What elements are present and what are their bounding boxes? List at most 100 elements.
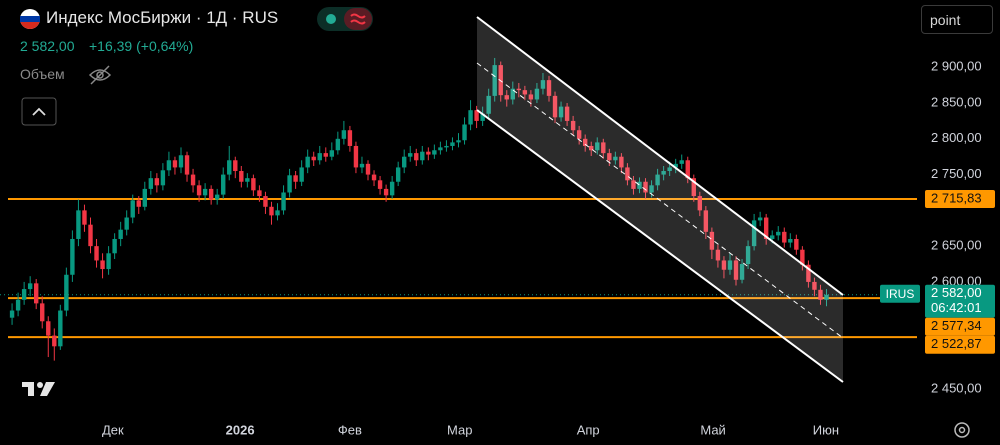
y-tick-label: 2 450,00: [931, 381, 982, 396]
candle-body: [40, 303, 45, 322]
candle-body: [480, 113, 485, 121]
candle-body: [456, 140, 461, 143]
candle-body: [552, 95, 558, 118]
candle-body: [450, 142, 455, 146]
settings-icon[interactable]: [954, 422, 970, 438]
candle-body: [46, 321, 51, 336]
eye-hidden-icon[interactable]: [88, 65, 112, 85]
candle-body: [643, 181, 648, 193]
candle-body: [82, 210, 87, 225]
mode-button[interactable]: point: [921, 5, 993, 34]
candle-body: [221, 174, 226, 195]
candle-body: [582, 138, 588, 146]
candle-body: [776, 231, 781, 236]
y-tick-label: 2 650,00: [931, 238, 982, 253]
symbol-tag-box: [880, 284, 920, 303]
candle-body: [118, 229, 123, 239]
candle-body: [510, 88, 515, 100]
candle-body: [208, 188, 214, 200]
candle-body: [806, 264, 811, 282]
candle-body: [703, 210, 709, 232]
candle-body: [365, 163, 371, 175]
collapse-arrow: [32, 107, 46, 116]
candle-body: [570, 120, 576, 131]
candle-body: [492, 65, 497, 96]
candle-body: [420, 151, 425, 161]
candle-body: [293, 175, 298, 182]
candle-body: [691, 178, 696, 197]
candle-body: [528, 94, 534, 100]
candle-body: [558, 106, 564, 118]
candle-body: [257, 190, 262, 197]
candle-body: [432, 150, 437, 155]
candle-body: [275, 210, 280, 216]
candle-body: [770, 235, 775, 239]
collapse-button[interactable]: [21, 97, 57, 126]
candle-body: [202, 188, 208, 196]
candle-body: [564, 106, 570, 121]
x-tick-label: Мар: [447, 422, 472, 437]
gear-ring: [954, 422, 970, 438]
candle-body: [299, 167, 304, 182]
status-dot: [326, 14, 336, 24]
candle-body: [305, 156, 310, 168]
gear-hub: [958, 426, 966, 434]
candle-body: [504, 95, 509, 100]
candle-body: [371, 174, 377, 181]
candle-body: [601, 142, 606, 154]
candle-body: [184, 155, 190, 175]
volume-label[interactable]: Объем: [20, 66, 65, 82]
candle-body: [745, 246, 751, 265]
candle-body: [444, 145, 449, 148]
candle-body: [788, 238, 793, 243]
candle-body: [233, 160, 238, 172]
candle-body: [9, 310, 15, 318]
candle-body: [94, 246, 99, 261]
candle-body: [613, 156, 618, 161]
last-price-box: [925, 284, 995, 318]
x-tick-label: Дек: [102, 422, 124, 437]
candle-body: [540, 80, 546, 89]
candle-body: [317, 153, 322, 161]
candle-body: [21, 289, 27, 300]
candle-body: [782, 231, 787, 243]
y-tick-label: 2 800,00: [931, 130, 982, 145]
candle-body: [263, 196, 268, 207]
candle-body: [751, 220, 757, 247]
level-label-box: [925, 190, 995, 209]
candle-body: [58, 310, 63, 347]
y-tick-label: 2 750,00: [931, 166, 982, 181]
candle-body: [214, 194, 220, 200]
tv-logo: [22, 382, 55, 396]
candle-body: [33, 283, 39, 304]
level-label: 2 522,87: [931, 336, 982, 351]
symbol-tag: IRUS: [886, 287, 915, 301]
candle-body: [76, 210, 81, 239]
channel-mid: [476, 62, 844, 339]
candle-body: [269, 206, 274, 216]
candle-body: [426, 151, 431, 155]
candle-body: [52, 335, 57, 347]
candle-body: [64, 274, 69, 311]
level-label-box: [925, 335, 995, 354]
candle-body: [631, 180, 636, 189]
candle-body: [697, 196, 703, 211]
candle-body: [667, 167, 672, 172]
candle-body: [824, 294, 829, 300]
candle-body: [661, 171, 666, 175]
candle-body: [516, 88, 522, 91]
candle-body: [130, 200, 135, 218]
header-change: +16,39 (+0,64%): [89, 38, 194, 54]
symbol-title[interactable]: Индекс МосБиржи · 1Д · RUS: [46, 8, 279, 27]
candle-body: [733, 260, 739, 280]
candle-body: [625, 167, 630, 181]
candle-body: [15, 299, 21, 311]
candle-body: [438, 147, 443, 151]
candle-body: [607, 153, 612, 161]
candle-body: [190, 174, 196, 186]
candle-body: [377, 180, 383, 189]
candle-body: [715, 249, 721, 261]
axes: 2 450,00 2 600,00 2 650,00 2 750,00 2 800,00…: [102, 59, 995, 437]
candle-body: [70, 238, 75, 275]
